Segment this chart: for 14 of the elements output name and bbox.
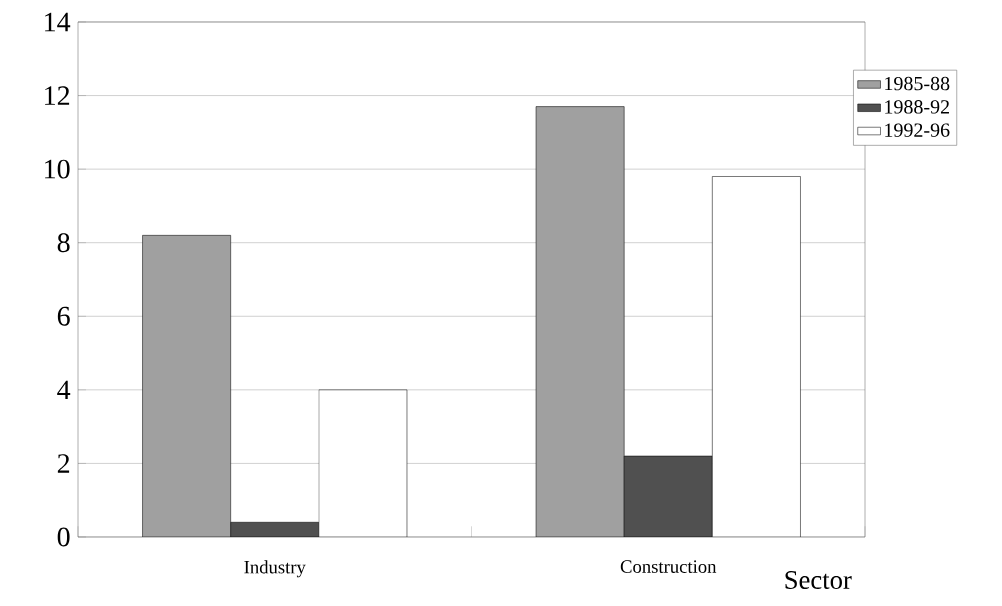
- y-tick-label: 14: [45, 12, 71, 32]
- y-tick-label: 0: [57, 527, 70, 547]
- x-axis-title: Sector: [785, 571, 852, 589]
- legend-label: 1988-92: [885, 100, 949, 114]
- y-tick-label: 6: [57, 306, 70, 326]
- y-tick-label: 4: [57, 380, 71, 400]
- legend-label: 1985-88: [885, 76, 950, 91]
- x-tick-label: Industry: [244, 560, 306, 578]
- y-tick-label: 10: [45, 159, 70, 179]
- y-tick-label: 2: [57, 454, 70, 473]
- y-tick-label: 8: [57, 233, 70, 253]
- legend-label: 1992-96: [885, 123, 950, 137]
- y-tick-label: 12: [45, 86, 70, 105]
- x-tick-label: Construction: [620, 560, 717, 573]
